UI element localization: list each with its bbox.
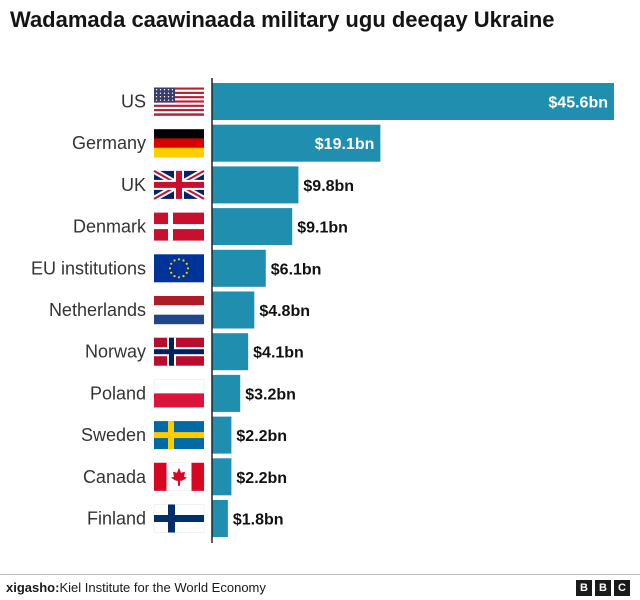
- source-text: Kiel Institute for the World Economy: [59, 580, 266, 595]
- value-label: $3.2bn: [245, 386, 296, 403]
- bbc-logo-letter: B: [595, 580, 611, 596]
- value-label: $6.1bn: [271, 261, 322, 278]
- bbc-logo-letter: C: [614, 580, 630, 596]
- value-label: $45.6bn: [548, 95, 608, 112]
- finland-flag-icon: [153, 504, 205, 533]
- bar: [212, 124, 381, 162]
- category-label: Sweden: [81, 425, 146, 445]
- value-label: $1.8bn: [233, 512, 284, 529]
- bar: [212, 208, 293, 246]
- bbc-logo: B B C: [576, 580, 630, 596]
- footer-divider: [0, 574, 640, 575]
- denmark-flag-icon: [154, 212, 204, 241]
- poland-flag-icon: [153, 379, 205, 408]
- bar: [212, 500, 228, 537]
- category-label: Poland: [90, 383, 146, 403]
- sweden-flag-icon: [154, 421, 204, 450]
- eu-flag-icon: [154, 254, 204, 283]
- canada-flag-icon: [153, 462, 205, 492]
- bar: [212, 416, 232, 454]
- bar: [212, 83, 614, 120]
- category-label: EU institutions: [31, 258, 146, 278]
- bar: [212, 333, 249, 371]
- category-label: Germany: [72, 133, 146, 153]
- netherlands-flag-icon: [154, 296, 204, 325]
- category-label: Canada: [83, 467, 147, 487]
- source-label: xigasho:: [6, 580, 60, 595]
- category-label: Finland: [87, 509, 146, 529]
- category-label: Norway: [85, 342, 146, 362]
- category-label: Netherlands: [49, 300, 146, 320]
- value-label: $4.8bn: [259, 303, 310, 320]
- category-label: UK: [121, 175, 146, 195]
- bar: [212, 458, 232, 496]
- bar: [212, 249, 266, 287]
- value-label: $2.2bn: [236, 428, 287, 445]
- value-label: $19.1bn: [315, 136, 375, 153]
- norway-flag-icon: [154, 337, 204, 366]
- bar: [212, 291, 255, 329]
- bbc-logo-letter: B: [576, 580, 592, 596]
- category-label: Denmark: [73, 217, 147, 237]
- value-label: $4.1bn: [253, 345, 304, 362]
- value-label: $9.8bn: [303, 178, 354, 195]
- bar: [212, 374, 241, 412]
- chart-title: Wadamada caawinaada military ugu deeqay …: [10, 7, 555, 32]
- uk-flag-icon: [152, 168, 206, 202]
- source-note: xigasho:Kiel Institute for the World Eco…: [6, 580, 266, 595]
- value-label: $2.2bn: [236, 470, 287, 487]
- bar: [212, 166, 299, 204]
- value-label: $9.1bn: [297, 220, 348, 237]
- category-label: US: [121, 92, 146, 112]
- bar-chart: US $45.6bn Germany $19.1bn UK $9.8bn Denmark $9…: [31, 78, 614, 543]
- germany-flag-icon: [154, 129, 204, 158]
- us-flag-icon: [154, 87, 204, 116]
